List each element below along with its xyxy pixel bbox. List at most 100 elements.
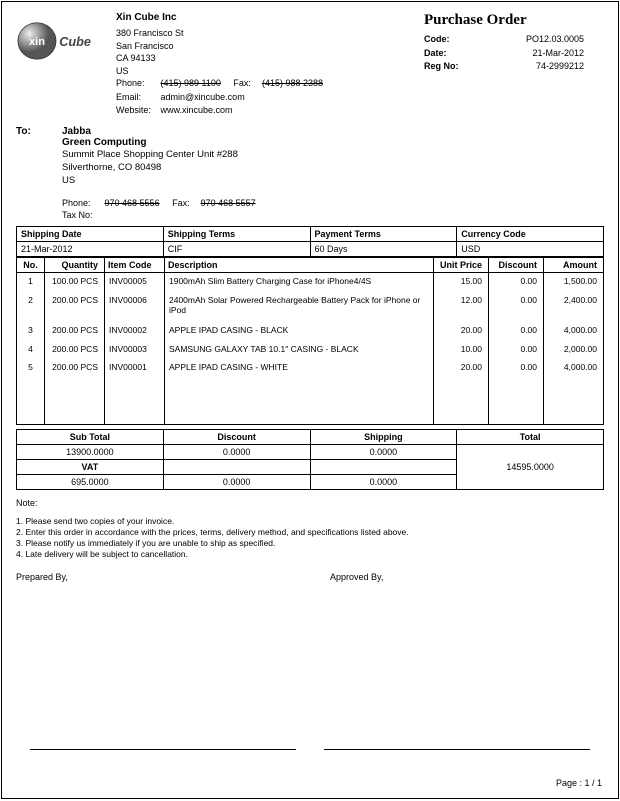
po-info: Purchase Order Code:PO12.03.0005 Date:21… [424, 12, 604, 118]
sign-line-1 [30, 749, 296, 750]
terms-h1: Shipping Date [17, 226, 164, 241]
terms-v3: 60 Days [310, 241, 457, 256]
col-disc: Discount [489, 257, 544, 272]
totals-table: Sub Total Discount Shipping Total 13900.… [16, 429, 604, 490]
th-ship: Shipping [310, 429, 457, 444]
company-name: Xin Cube Inc [116, 12, 424, 23]
to-addr3: US [62, 174, 604, 187]
phone-label: Phone: [116, 77, 158, 91]
cell-qty: 200.00 PCS [45, 292, 105, 322]
cell-amt: 2,000.00 [544, 341, 604, 360]
signature-lines [16, 749, 604, 750]
po-code: PO12.03.0005 [479, 33, 604, 47]
approved-by: Approved By, [290, 572, 604, 582]
signature-row: Prepared By, Approved By, [16, 572, 604, 582]
company-website-line: Website: www.xincube.com [116, 104, 424, 118]
cell-qty: 100.00 PCS [45, 272, 105, 291]
cell-desc: 2400mAh Solar Powered Rechargeable Batte… [165, 292, 434, 322]
to-phone-label: Phone: [62, 198, 102, 208]
prepared-by: Prepared By, [16, 572, 290, 582]
col-no: No. [17, 257, 45, 272]
page-number: Page : 1 / 1 [556, 778, 602, 788]
to-contact: Phone: 970 468 5556 Fax: 970 468 5557 [62, 198, 604, 208]
cell-no: 4 [17, 341, 45, 360]
cell-amt: 4,000.00 [544, 322, 604, 341]
fax-label: Fax: [233, 77, 259, 91]
to-fax-label: Fax: [172, 198, 198, 208]
td-disc: 0.0000 [163, 444, 310, 459]
email-label: Email: [116, 91, 158, 105]
cell-up: 20.00 [434, 359, 489, 378]
cell-no: 1 [17, 272, 45, 291]
note-4: 4. Late delivery will be subject to canc… [16, 549, 604, 560]
cell-no: 2 [17, 292, 45, 322]
terms-v4: USD [457, 241, 604, 256]
cell-desc: 1900mAh Slim Battery Charging Case for i… [165, 272, 434, 291]
terms-table: Shipping Date Shipping Terms Payment Ter… [16, 226, 604, 257]
page-frame: xin Cube Xin Cube Inc 380 Francisco St S… [1, 1, 619, 799]
to-phone: 970 468 5556 [105, 198, 160, 208]
cell-code: INV00003 [105, 341, 165, 360]
cell-code: INV00006 [105, 292, 165, 322]
company-email: admin@xincube.com [161, 92, 245, 102]
po-regno-label: Reg No: [424, 60, 479, 74]
cell-disc: 0.00 [489, 292, 544, 322]
po-date-label: Date: [424, 47, 479, 61]
to-addr1: Summit Place Shopping Center Unit #288 [62, 148, 604, 161]
table-row: 1100.00 PCSINV000051900mAh Slim Battery … [17, 272, 604, 291]
cell-up: 12.00 [434, 292, 489, 322]
cell-desc: APPLE IPAD CASING - BLACK [165, 322, 434, 341]
cell-code: INV00005 [105, 272, 165, 291]
col-code: Item Code [105, 257, 165, 272]
th-sub: Sub Total [17, 429, 164, 444]
filler-row [17, 378, 604, 424]
company-phone-line: Phone: (415) 989 1100 Fax: (415) 988 238… [116, 77, 424, 91]
to-fax: 970 468 5557 [201, 198, 256, 208]
company-info: Xin Cube Inc 380 Francisco St San Franci… [116, 12, 424, 118]
td-sub: 13900.0000 [17, 444, 164, 459]
col-up: Unit Price [434, 257, 489, 272]
notes-block: 1. Please send two copies of your invoic… [16, 516, 604, 560]
td-disc2: 0.0000 [163, 474, 310, 489]
terms-v1: 21-Mar-2012 [17, 241, 164, 256]
to-label: To: [16, 126, 62, 220]
items-table: No. Quantity Item Code Description Unit … [16, 257, 604, 425]
cell-disc: 0.00 [489, 272, 544, 291]
company-addr2: San Francisco [116, 40, 424, 53]
cell-desc: SAMSUNG GALAXY TAB 10.1" CASING - BLACK [165, 341, 434, 360]
cell-disc: 0.00 [489, 341, 544, 360]
note-2: 2. Enter this order in accordance with t… [16, 527, 604, 538]
po-title: Purchase Order [424, 12, 604, 29]
table-row: 3200.00 PCSINV00002APPLE IPAD CASING - B… [17, 322, 604, 341]
cell-no: 5 [17, 359, 45, 378]
terms-h4: Currency Code [457, 226, 604, 241]
th-disc: Discount [163, 429, 310, 444]
table-row: 5200.00 PCSINV00001APPLE IPAD CASING - W… [17, 359, 604, 378]
cell-up: 20.00 [434, 322, 489, 341]
company-addr1: 380 Francisco St [116, 27, 424, 40]
sign-line-2 [324, 749, 590, 750]
cell-desc: APPLE IPAD CASING - WHITE [165, 359, 434, 378]
note-label: Note: [16, 498, 604, 508]
company-logo-icon: xin Cube [16, 18, 96, 64]
cell-disc: 0.00 [489, 359, 544, 378]
td-ship2: 0.0000 [310, 474, 457, 489]
to-body: Jabba Green Computing Summit Place Shopp… [62, 126, 604, 220]
company-addr3: CA 94133 [116, 52, 424, 65]
cell-qty: 200.00 PCS [45, 322, 105, 341]
col-amt: Amount [544, 257, 604, 272]
note-3: 3. Please notify us immediately if you a… [16, 538, 604, 549]
to-name: Jabba [62, 126, 604, 137]
table-row: 4200.00 PCSINV00003SAMSUNG GALAXY TAB 10… [17, 341, 604, 360]
col-qty: Quantity [45, 257, 105, 272]
cell-amt: 2,400.00 [544, 292, 604, 322]
cell-qty: 200.00 PCS [45, 341, 105, 360]
company-email-line: Email: admin@xincube.com [116, 91, 424, 105]
cell-qty: 200.00 PCS [45, 359, 105, 378]
td-vat: 695.0000 [17, 474, 164, 489]
col-desc: Description [165, 257, 434, 272]
cell-amt: 4,000.00 [544, 359, 604, 378]
header: xin Cube Xin Cube Inc 380 Francisco St S… [16, 12, 604, 118]
cell-disc: 0.00 [489, 322, 544, 341]
cell-up: 15.00 [434, 272, 489, 291]
